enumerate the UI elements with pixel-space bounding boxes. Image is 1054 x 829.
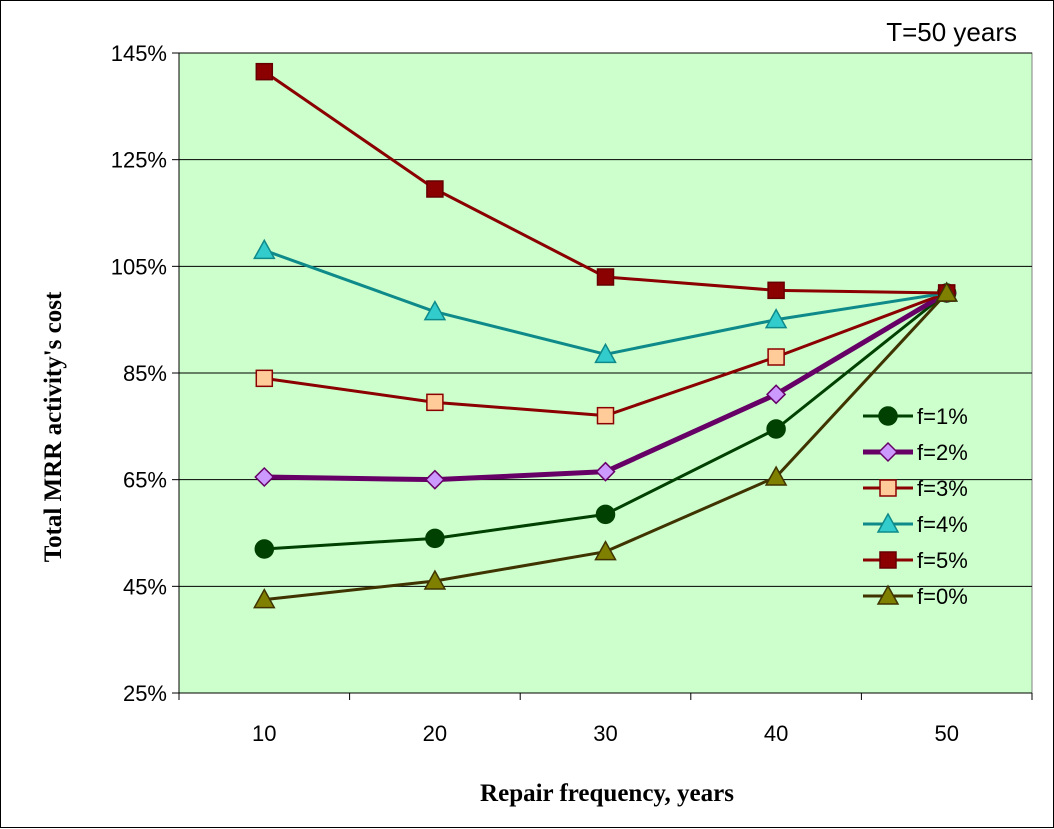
data-point <box>767 281 785 300</box>
data-point <box>596 268 615 286</box>
legend-swatch-marker <box>877 441 899 463</box>
data-point <box>254 466 275 488</box>
legend-label: f=3% <box>917 476 968 501</box>
y-tick-label: 65% <box>123 468 167 493</box>
data-point <box>424 469 445 490</box>
y-tick-label: 125% <box>111 148 167 173</box>
data-point <box>255 369 274 388</box>
legend: f=1% f=2% f=3% f=4% f=5% f=0% <box>863 404 968 609</box>
legend-swatch-marker <box>879 551 897 569</box>
data-point <box>595 504 616 525</box>
data-point <box>595 461 616 482</box>
legend-entry: f=1% <box>863 404 968 429</box>
x-axis-title: Repair frequency, years <box>480 780 734 807</box>
x-axis-tick-labels: 10 20 30 40 50 <box>252 721 959 746</box>
legend-swatch-marker <box>879 479 897 497</box>
data-point <box>766 384 787 405</box>
x-tick-label: 40 <box>764 721 788 746</box>
data-point <box>594 342 617 364</box>
series-f=2% <box>254 282 957 490</box>
data-point <box>596 406 615 425</box>
data-point <box>423 569 447 590</box>
legend-entry: f=2% <box>863 440 968 465</box>
data-point <box>594 540 617 561</box>
x-tick-label: 10 <box>252 721 276 746</box>
y-tick-label: 45% <box>123 574 167 599</box>
data-point <box>255 62 274 81</box>
data-point <box>425 528 445 549</box>
legend-swatch-marker <box>876 512 900 533</box>
y-tick-label: 145% <box>111 41 167 66</box>
data-point <box>935 281 958 302</box>
data-point <box>764 308 788 329</box>
legend-label: f=5% <box>917 548 968 573</box>
axes <box>172 52 1033 700</box>
legend-label: f=2% <box>917 440 968 465</box>
legend-entry: f=3% <box>863 476 968 501</box>
legend-entry: f=4% <box>863 512 968 537</box>
data-point <box>426 393 444 412</box>
data-point <box>767 348 785 366</box>
data-point <box>764 465 788 486</box>
legend-entry: f=0% <box>863 584 968 609</box>
legend-label: f=0% <box>917 584 968 609</box>
data-point <box>423 300 447 321</box>
y-tick-label: 85% <box>123 361 167 386</box>
legend-label: f=1% <box>917 404 968 429</box>
x-tick-label: 20 <box>423 721 447 746</box>
chart-annotation: T=50 years <box>886 17 1017 47</box>
legend-swatch-marker <box>878 406 898 426</box>
y-axis-title: Total MRR activity's cost <box>40 291 67 562</box>
data-point <box>253 588 276 609</box>
legend-entry: f=5% <box>863 548 968 573</box>
x-tick-label: 30 <box>593 721 617 746</box>
series-layer <box>253 62 958 609</box>
y-tick-label: 105% <box>111 254 167 279</box>
data-point <box>766 419 786 439</box>
data-point <box>254 539 275 559</box>
y-tick-label: 25% <box>123 681 167 706</box>
y-axis-tick-labels: 25% 45% 65% 85% 105% 125% 145% <box>111 41 167 706</box>
data-point <box>253 238 276 260</box>
legend-label: f=4% <box>917 512 968 537</box>
data-point <box>426 180 444 198</box>
legend-swatch-marker <box>876 584 900 605</box>
series-f=0% <box>253 281 958 609</box>
x-tick-label: 50 <box>934 721 958 746</box>
